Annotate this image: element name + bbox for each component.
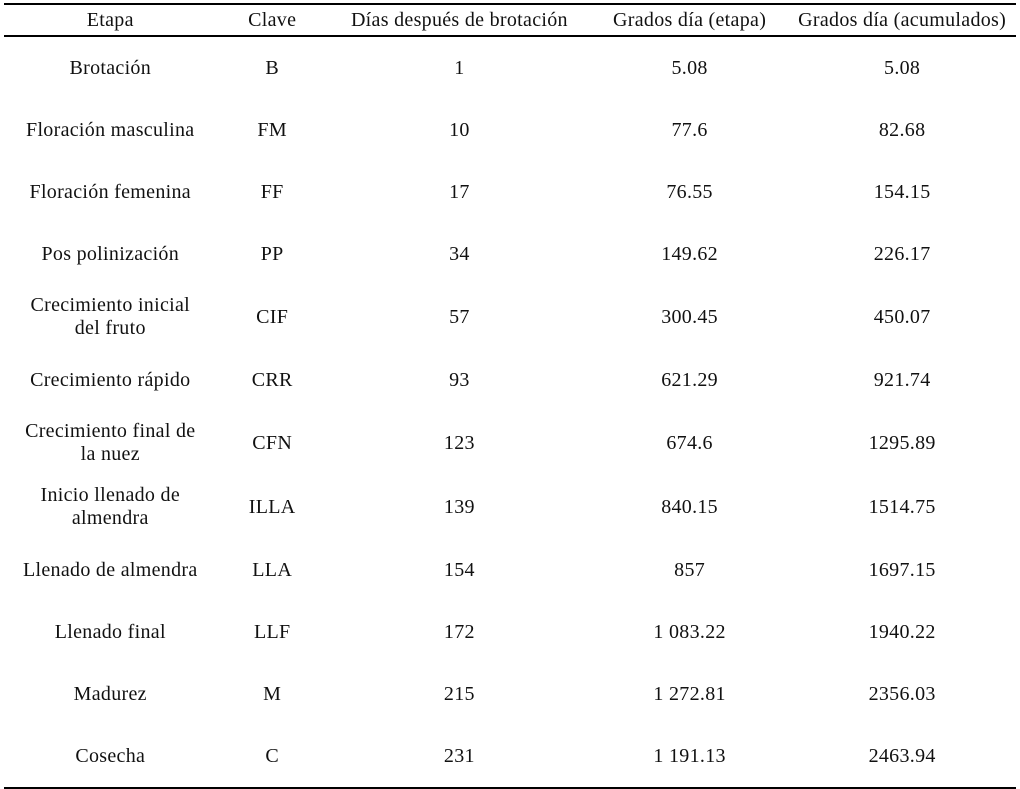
table-row: Llenado de almendra LLA 154 857 1697.15 [4,539,1016,601]
cell-grados-dia-etapa: 674.6 [666,431,713,454]
cell-grados-dia-etapa: 76.55 [666,180,713,203]
cell-grados-dia-etapa: 77.6 [671,118,708,141]
cell-dias-despues-brotacion: 139 [443,495,475,518]
cell-grados-dia-etapa: 840.15 [661,495,718,518]
cell-grados-dia-acumulados: 1295.89 [868,431,936,454]
col-header-clave: Clave [216,4,328,37]
table-row: Floración femenina FF 17 76.55 154.15 [4,161,1016,223]
cell-grados-dia-acumulados: 1697.15 [868,558,936,581]
cell-grados-dia-acumulados: 154.15 [873,180,931,203]
table-row: Crecimiento final de la nuez CFN 123 674… [4,411,1016,475]
cell-grados-dia-acumulados: 921.74 [873,368,931,391]
cell-grados-dia-etapa: 149.62 [661,242,718,265]
cell-clave: CIF [256,305,289,328]
cell-etapa: Floración masculina [26,118,195,141]
cell-dias-despues-brotacion: 123 [443,431,475,454]
cell-grados-dia-etapa: 1 191.13 [653,744,726,767]
table-row: Inicio llenado de almendra ILLA 139 840.… [4,475,1016,539]
cell-etapa: Madurez [73,682,147,705]
cell-grados-dia-etapa: 1 272.81 [653,682,726,705]
cell-dias-despues-brotacion: 93 [449,368,470,391]
col-header-grados-dia-acumulados: Grados día (acumulados) [788,4,1016,37]
cell-clave: M [263,682,282,705]
table-row: Madurez M 215 1 272.81 2356.03 [4,663,1016,725]
header-row: Etapa Clave Días después de brotación Gr… [4,4,1016,37]
col-header-etapa: Etapa [4,4,217,37]
cell-clave: ILLA [248,495,296,518]
cell-dias-despues-brotacion: 10 [449,118,470,141]
table-row: Pos polinización PP 34 149.62 226.17 [4,223,1016,285]
cell-grados-dia-acumulados: 5.08 [884,56,921,79]
table-body: Brotación B 1 5.08 5.08 Floración mascul… [4,36,1016,788]
cell-etapa: Floración femenina [29,180,191,203]
cell-grados-dia-acumulados: 1940.22 [868,620,936,643]
paper-page: Etapa Clave Días después de brotación Gr… [4,3,1016,789]
cell-dias-despues-brotacion: 57 [449,305,470,328]
cell-etapa: Cosecha [75,744,146,767]
cell-clave: LLF [253,620,291,643]
cell-dias-despues-brotacion: 17 [449,180,470,203]
cell-etapa: Crecimiento final de la nuez [25,420,196,465]
phenology-table: Etapa Clave Días después de brotación Gr… [4,3,1016,789]
cell-grados-dia-etapa: 1 083.22 [653,620,726,643]
cell-grados-dia-acumulados: 1514.75 [868,495,936,518]
cell-grados-dia-acumulados: 2463.94 [868,744,936,767]
cell-etapa: Crecimiento inicial del fruto [30,294,191,339]
col-header-dias-despues-brotacion: Días después de brotación [327,4,591,37]
cell-grados-dia-acumulados: 226.17 [873,242,931,265]
cell-dias-despues-brotacion: 172 [443,620,475,643]
cell-clave: FF [260,180,284,203]
cell-clave: LLA [252,558,293,581]
cell-clave: CRR [251,368,293,391]
cell-clave: FM [257,118,287,141]
cell-etapa: Llenado de almendra [23,558,198,581]
cell-grados-dia-acumulados: 82.68 [878,118,926,141]
cell-clave: C [265,744,279,767]
cell-dias-despues-brotacion: 34 [449,242,470,265]
cell-grados-dia-acumulados: 2356.03 [868,682,936,705]
col-header-grados-dia-etapa: Grados día (etapa) [590,4,789,37]
cell-etapa: Pos polinización [41,242,180,265]
table-row: Llenado final LLF 172 1 083.22 1940.22 [4,601,1016,663]
cell-dias-despues-brotacion: 231 [443,744,475,767]
cell-grados-dia-acumulados: 450.07 [873,305,931,328]
cell-etapa: Brotación [69,56,152,79]
cell-clave: PP [260,242,284,265]
cell-dias-despues-brotacion: 1 [454,56,465,79]
table-row: Crecimiento rápido CRR 93 621.29 921.74 [4,349,1016,411]
table-row: Floración masculina FM 10 77.6 82.68 [4,99,1016,161]
cell-grados-dia-etapa: 621.29 [661,368,718,391]
table-row: Brotación B 1 5.08 5.08 [4,36,1016,99]
cell-grados-dia-etapa: 5.08 [671,56,708,79]
cell-etapa: Crecimiento rápido [30,368,191,391]
cell-etapa: Llenado final [54,620,166,643]
cell-clave: CFN [252,431,293,454]
cell-dias-despues-brotacion: 154 [443,558,475,581]
cell-grados-dia-etapa: 300.45 [661,305,718,328]
table-row: Cosecha C 231 1 191.13 2463.94 [4,725,1016,788]
cell-grados-dia-etapa: 857 [674,558,706,581]
cell-etapa: Inicio llenado de almendra [40,484,180,529]
cell-clave: B [265,56,279,79]
table-row: Crecimiento inicial del fruto CIF 57 300… [4,285,1016,349]
cell-dias-despues-brotacion: 215 [443,682,475,705]
